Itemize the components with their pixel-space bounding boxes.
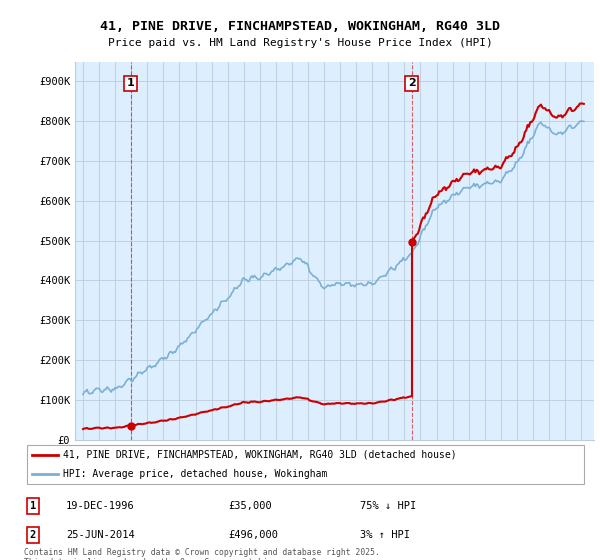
Text: 2: 2 (408, 78, 416, 88)
Text: HPI: Average price, detached house, Wokingham: HPI: Average price, detached house, Woki… (64, 469, 328, 478)
Text: 25-JUN-2014: 25-JUN-2014 (66, 530, 135, 540)
Text: 41, PINE DRIVE, FINCHAMPSTEAD, WOKINGHAM, RG40 3LD: 41, PINE DRIVE, FINCHAMPSTEAD, WOKINGHAM… (100, 20, 500, 32)
Text: 1: 1 (30, 501, 36, 511)
Text: 3% ↑ HPI: 3% ↑ HPI (360, 530, 410, 540)
Text: £496,000: £496,000 (228, 530, 278, 540)
Text: Price paid vs. HM Land Registry's House Price Index (HPI): Price paid vs. HM Land Registry's House … (107, 38, 493, 48)
FancyBboxPatch shape (27, 445, 584, 484)
Text: 41, PINE DRIVE, FINCHAMPSTEAD, WOKINGHAM, RG40 3LD (detached house): 41, PINE DRIVE, FINCHAMPSTEAD, WOKINGHAM… (64, 450, 457, 460)
Text: 2: 2 (30, 530, 36, 540)
Text: 19-DEC-1996: 19-DEC-1996 (66, 501, 135, 511)
Text: 75% ↓ HPI: 75% ↓ HPI (360, 501, 416, 511)
Text: Contains HM Land Registry data © Crown copyright and database right 2025.
This d: Contains HM Land Registry data © Crown c… (24, 548, 380, 560)
Text: £35,000: £35,000 (228, 501, 272, 511)
Text: 1: 1 (127, 78, 134, 88)
